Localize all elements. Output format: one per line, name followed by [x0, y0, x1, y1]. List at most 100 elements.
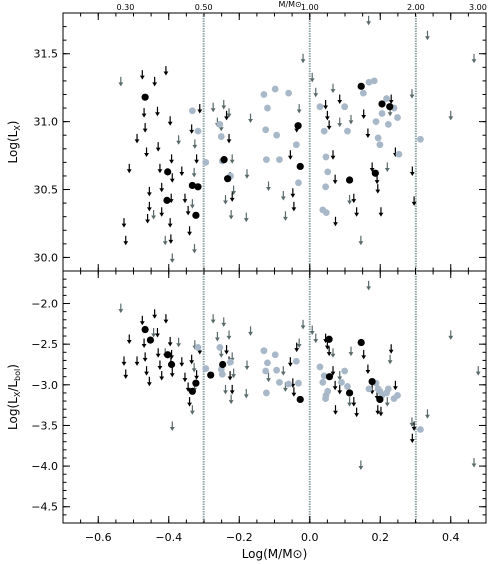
- gray-upper-limit-arrow: [337, 371, 343, 381]
- upper-limit-arrow: [194, 154, 199, 164]
- gray-detection-point: [372, 118, 380, 126]
- upper-limit-arrow: [142, 352, 148, 362]
- detection-point: [146, 336, 155, 344]
- upper-limit-arrow: [152, 76, 158, 87]
- upper-limit-arrow: [155, 106, 160, 117]
- gray-detection-point: [322, 209, 330, 217]
- upper-limit-arrow: [354, 407, 360, 418]
- gray-detection-point: [202, 158, 210, 166]
- gray-upper-limit-arrow: [231, 368, 237, 379]
- detection-point: [192, 379, 200, 387]
- upper-limit-arrow: [388, 94, 394, 105]
- gray-upper-limit-arrow: [226, 108, 232, 118]
- gray-detection-point: [384, 385, 392, 393]
- upper-limit-arrow: [157, 360, 163, 370]
- top-axis-title: M/M⊙: [279, 0, 302, 9]
- gray-detection-point: [316, 363, 324, 371]
- upper-limit-arrow: [179, 166, 185, 177]
- upper-limit-arrow: [194, 370, 199, 380]
- gray-upper-limit-arrow: [228, 394, 234, 405]
- upper-limit-arrow: [141, 108, 147, 118]
- gray-detection-point: [322, 395, 330, 403]
- gray-detection-point: [319, 378, 327, 386]
- gray-detection-point: [394, 114, 401, 121]
- gray-upper-limit-arrow: [192, 139, 198, 149]
- gray-detection-point: [276, 378, 283, 386]
- upper-limit-arrow: [187, 397, 192, 407]
- gray-upper-limit-arrow: [243, 212, 249, 223]
- y-axis-title: Log(LX/Lbol): [6, 364, 22, 430]
- upper-limit-arrow: [411, 421, 417, 431]
- gray-detection-point: [295, 179, 302, 187]
- upper-limit-arrow: [167, 336, 173, 347]
- y-tick-label: −3.5: [31, 419, 58, 432]
- upper-limit-arrow: [159, 371, 165, 381]
- upper-limit-arrow: [121, 218, 127, 228]
- upper-limit-arrow: [337, 94, 343, 105]
- top-tick-label: 2.00: [407, 3, 425, 12]
- gray-detection-point: [365, 385, 373, 393]
- upper-limit-arrow: [189, 124, 195, 134]
- detection-point: [376, 395, 384, 404]
- panel-lx: 30.0 30.5 31.0 31.5 Log(LX): [6, 12, 487, 272]
- gray-upper-limit-arrow: [358, 235, 364, 246]
- detection-point: [188, 387, 196, 395]
- upper-limit-arrow: [333, 405, 338, 415]
- upper-limit-arrow: [294, 342, 300, 353]
- gray-detection-point: [271, 85, 279, 93]
- upper-limit-arrow: [365, 364, 371, 375]
- gray-detection-point: [341, 367, 349, 375]
- gray-upper-limit-arrow: [189, 199, 195, 209]
- gray-upper-limit-arrow: [280, 366, 286, 376]
- gray-upper-limit-arrow: [221, 99, 227, 110]
- upper-limit-arrow: [375, 184, 381, 194]
- upper-limit-arrow: [330, 150, 336, 160]
- upper-limit-arrow: [152, 309, 158, 319]
- upper-limit-arrow: [157, 163, 163, 174]
- upper-limit-arrow: [351, 193, 357, 204]
- gray-upper-limit-arrow: [243, 388, 249, 399]
- upper-limit-arrow: [139, 315, 145, 326]
- detection-point: [224, 175, 232, 183]
- gray-upper-limit-arrow: [210, 102, 216, 113]
- gray-detection-point: [292, 357, 300, 365]
- gray-detection-point: [370, 77, 378, 85]
- upper-limit-arrow: [323, 99, 329, 110]
- gray-upper-limit-arrow: [226, 330, 232, 340]
- upper-limit-arrow: [332, 380, 338, 391]
- upper-limit-arrow: [337, 384, 343, 395]
- gray-upper-limit-arrow: [223, 384, 228, 395]
- upper-limit-arrow: [155, 142, 161, 152]
- gray-upper-limit-arrow: [283, 211, 288, 221]
- upper-limit-arrow: [123, 235, 129, 246]
- upper-limit-arrow: [121, 356, 127, 366]
- panels-layer: 30.030.531.031.5Log(LX)−4.5−4.0−3.5−3.0−…: [6, 12, 487, 524]
- top-tick-label: 0.30: [116, 3, 134, 12]
- gray-detection-point: [194, 344, 202, 351]
- y-tick-label: −3.0: [31, 379, 58, 392]
- detection-point: [207, 371, 215, 379]
- y-tick-label: −4.0: [31, 460, 58, 473]
- upper-limit-arrow: [169, 154, 174, 164]
- gray-detection-point: [376, 141, 384, 149]
- upper-limit-arrow: [361, 109, 367, 119]
- upper-limit-arrow: [169, 367, 175, 378]
- x-tick-label: −0.6: [85, 531, 112, 544]
- gray-detection-point: [260, 347, 268, 355]
- gray-detection-point: [384, 120, 392, 128]
- y-tick-label: −4.5: [31, 501, 58, 514]
- gray-detection-point: [374, 134, 382, 142]
- upper-limit-arrow: [159, 182, 165, 193]
- detection-point: [220, 156, 228, 164]
- gray-detection-point: [216, 344, 224, 351]
- gray-detection-point: [320, 127, 328, 135]
- gray-upper-limit-arrow: [266, 181, 271, 191]
- upper-limit-arrow: [229, 384, 235, 395]
- detection-point: [194, 183, 202, 191]
- gray-upper-limit-arrow: [266, 372, 271, 383]
- upper-limit-arrow: [141, 338, 147, 349]
- upper-limit-arrow: [361, 349, 367, 360]
- upper-limit-arrow: [226, 133, 232, 144]
- upper-limit-arrow: [330, 366, 336, 376]
